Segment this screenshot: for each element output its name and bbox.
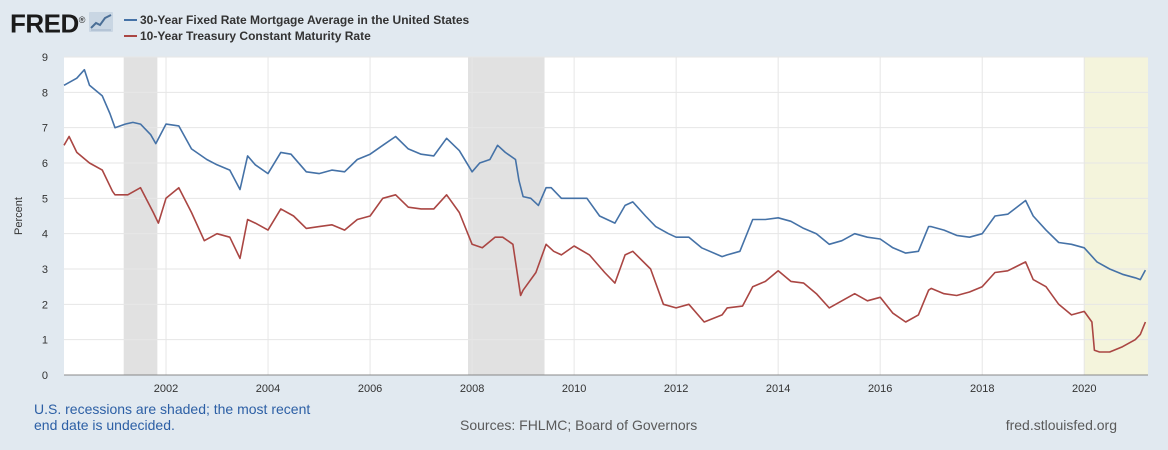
chart-legend: 30-Year Fixed Rate Mortgage Average in t… bbox=[124, 12, 469, 44]
y-tick-label-8: 8 bbox=[42, 87, 48, 99]
axes: 0 1 2 3 4 5 6 7 8 9 2002 2004 2006 2008 2010 2012 2014 20… bbox=[42, 52, 1148, 395]
x-tick-label-2016: 2016 bbox=[868, 383, 892, 395]
y-tick-label-5: 5 bbox=[42, 193, 48, 205]
x-tick-label-2014: 2014 bbox=[766, 383, 790, 395]
series-line-mortgage bbox=[63, 68, 1147, 281]
y-tick-label-6: 6 bbox=[42, 158, 48, 170]
y-tick-label-1: 1 bbox=[42, 335, 48, 347]
line-chart-icon bbox=[88, 11, 113, 32]
logo-wordmark: FRED bbox=[10, 8, 79, 39]
y-tick-label-4: 4 bbox=[42, 229, 48, 241]
y-tick-label-9: 9 bbox=[42, 52, 48, 64]
x-tick-label-2010: 2010 bbox=[562, 383, 586, 395]
series-line-treasury bbox=[63, 135, 1147, 353]
site-link[interactable]: fred.stlouisfed.org bbox=[1005, 417, 1117, 433]
y-tick-label-0: 0 bbox=[42, 370, 48, 382]
x-tick-label-2012: 2012 bbox=[664, 383, 688, 395]
recession-note: U.S. recessions are shaded; the most rec… bbox=[34, 401, 334, 433]
legend-item-mortgage[interactable]: 30-Year Fixed Rate Mortgage Average in t… bbox=[124, 12, 469, 28]
registered-mark: ® bbox=[78, 15, 86, 25]
x-tick-label-2004: 2004 bbox=[256, 383, 280, 395]
y-tick-label-2: 2 bbox=[42, 299, 48, 311]
y-axis-label: Percent bbox=[13, 197, 25, 235]
legend-label-mortgage: 30-Year Fixed Rate Mortgage Average in t… bbox=[140, 13, 470, 27]
recession-band-1 bbox=[123, 57, 158, 375]
y-tick-label-3: 3 bbox=[42, 264, 48, 276]
x-tick-label-2018: 2018 bbox=[970, 383, 994, 395]
logo-text: FRED® bbox=[10, 6, 85, 38]
chart-container: 0 1 2 3 4 5 6 7 8 9 2002 2004 2006 2008 2010 2012 2014 20… bbox=[0, 50, 1168, 396]
x-tick-label-2002: 2002 bbox=[154, 383, 178, 395]
y-tick-label-7: 7 bbox=[42, 123, 48, 135]
fred-logo[interactable]: FRED® bbox=[10, 6, 113, 38]
x-tick-label-2020: 2020 bbox=[1072, 383, 1096, 395]
plot-background bbox=[64, 57, 1148, 375]
recession-note-line1: U.S. recessions are shaded; the most rec… bbox=[34, 401, 311, 417]
series-lines bbox=[63, 68, 1147, 353]
line-chart: 0 1 2 3 4 5 6 7 8 9 2002 2004 2006 2008 2010 2012 2014 20… bbox=[13, 52, 1148, 395]
sources-text: Sources: FHLMC; Board of Governors bbox=[460, 417, 698, 433]
legend-swatch-treasury bbox=[124, 35, 137, 37]
recession-band-2 bbox=[468, 57, 545, 375]
recession-band-3 bbox=[1084, 57, 1148, 375]
recession-note-line2: end date is undecided. bbox=[34, 417, 175, 433]
legend-swatch-mortgage bbox=[124, 19, 137, 21]
recession-bands bbox=[123, 57, 1148, 375]
x-tick-label-2006: 2006 bbox=[358, 383, 382, 395]
x-tick-label-2008: 2008 bbox=[460, 383, 484, 395]
legend-label-treasury: 10-Year Treasury Constant Maturity Rate bbox=[140, 29, 371, 43]
legend-item-treasury[interactable]: 10-Year Treasury Constant Maturity Rate bbox=[124, 28, 469, 44]
